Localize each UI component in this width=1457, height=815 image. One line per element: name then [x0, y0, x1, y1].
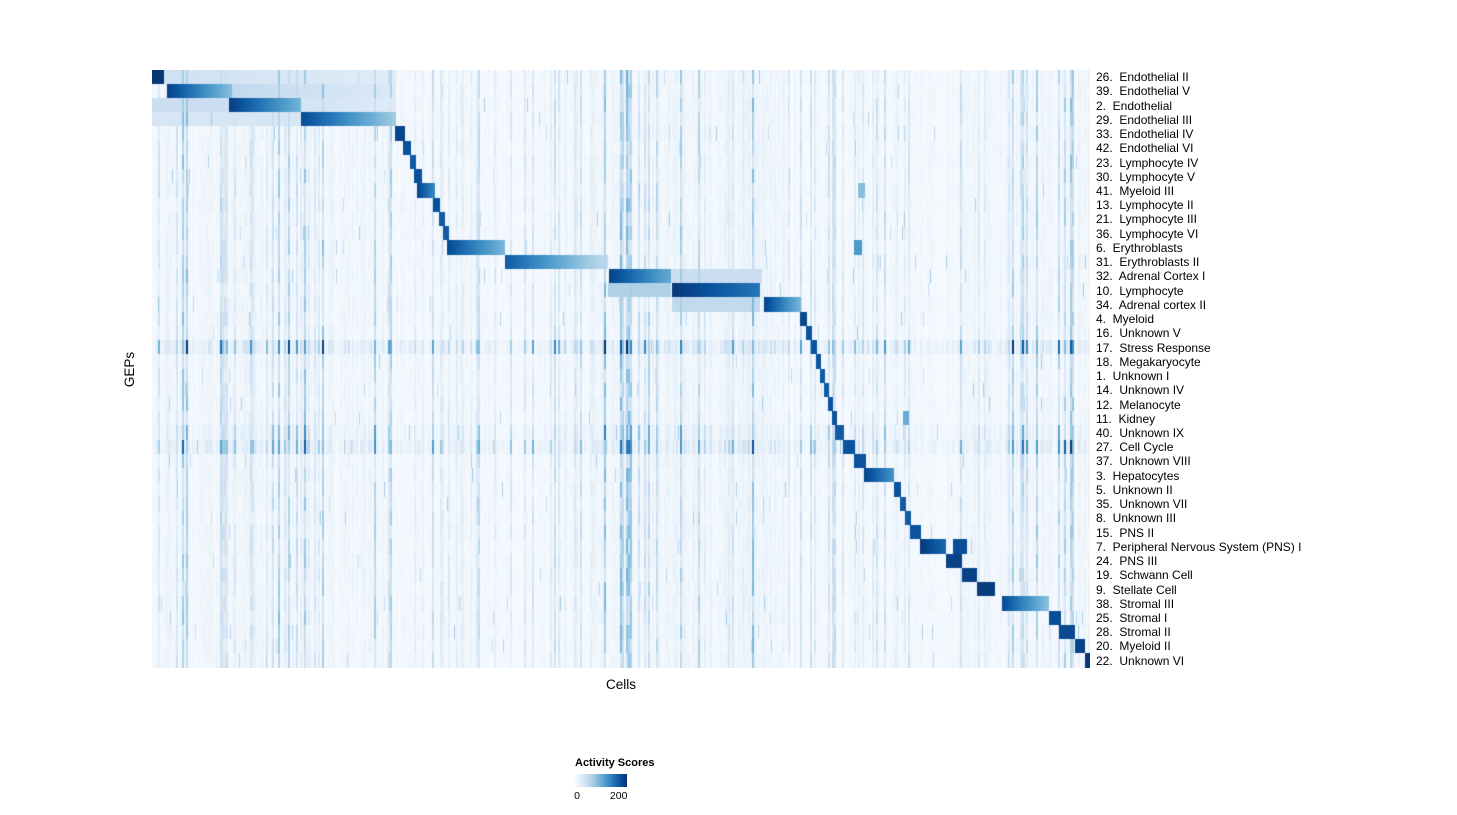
row-label: 9. Stellate Cell: [1096, 582, 1177, 597]
row-label: 19. Schwann Cell: [1096, 568, 1193, 583]
row-label: 26. Endothelial II: [1096, 70, 1189, 85]
row-label: 1. Unknown I: [1096, 369, 1170, 384]
row-label: 41. Myeloid III: [1096, 183, 1175, 198]
row-label: 20. Myeloid II: [1096, 639, 1171, 654]
row-label: 31. Erythroblasts II: [1096, 255, 1200, 270]
row-label: 24. PNS III: [1096, 554, 1158, 569]
colorbar-gradient: [575, 774, 627, 787]
row-label: 3. Hepatocytes: [1096, 468, 1180, 483]
row-label: 36. Lymphocyte VI: [1096, 226, 1199, 241]
row-label: 15. PNS II: [1096, 525, 1155, 540]
colorbar-title: Activity Scores: [575, 757, 655, 769]
row-label: 11. Kidney: [1096, 411, 1156, 426]
row-label: 33. Endothelial IV: [1096, 127, 1194, 142]
row-label: 37. Unknown VIII: [1096, 454, 1191, 469]
row-label: 13. Lymphocyte II: [1096, 198, 1194, 213]
colorbar-tick-label: 200: [609, 790, 628, 802]
colorbar-ticks: 0 200: [574, 790, 628, 802]
y-axis-label-wrap: GEPs: [118, 70, 142, 668]
row-label: 16. Unknown V: [1096, 326, 1181, 341]
row-label: 10. Lymphocyte: [1096, 283, 1184, 298]
row-label: 30. Lymphocyte V: [1096, 169, 1195, 184]
row-label: 8. Unknown III: [1096, 511, 1177, 526]
row-label: 5. Unknown II: [1096, 482, 1173, 497]
row-label: 28. Stromal II: [1096, 625, 1171, 640]
row-label: 34. Adrenal cortex II: [1096, 297, 1207, 312]
row-label: 7. Peripheral Nervous System (PNS) I: [1096, 539, 1302, 554]
row-label: 17. Stress Response: [1096, 340, 1211, 355]
y-axis-label: GEPs: [122, 351, 138, 387]
row-label: 27. Cell Cycle: [1096, 440, 1174, 455]
row-label: 22. Unknown VI: [1096, 653, 1185, 668]
row-label: 2. Endothelial: [1096, 98, 1173, 113]
colorbar-tick-label: 0: [574, 790, 580, 802]
row-label: 23. Lymphocyte IV: [1096, 155, 1199, 170]
row-label: 21. Lymphocyte III: [1096, 212, 1197, 227]
row-label: 29. Endothelial III: [1096, 112, 1193, 127]
row-labels: 26. Endothelial II 39. Endothelial V 2. En…: [1096, 70, 1456, 668]
row-label: 39. Endothelial V: [1096, 84, 1191, 99]
row-label: 14. Unknown IV: [1096, 383, 1185, 398]
row-label: 18. Megakaryocyte: [1096, 354, 1201, 369]
x-axis-label: Cells: [605, 677, 636, 692]
row-label: 32. Adrenal Cortex I: [1096, 269, 1206, 284]
row-label: 6. Erythroblasts: [1096, 240, 1183, 255]
row-label: 38. Stromal III: [1096, 596, 1175, 611]
colorbar-legend: Activity Scores 0 200: [574, 757, 715, 802]
row-label: 25. Stromal I: [1096, 611, 1168, 626]
row-label: 40. Unknown IX: [1096, 425, 1185, 440]
row-label: 42. Endothelial VI: [1096, 141, 1194, 156]
row-label: 12. Melanocyte: [1096, 397, 1181, 412]
row-label: 4. Myeloid: [1096, 312, 1155, 327]
row-label: 35. Unknown VII: [1096, 497, 1188, 512]
heatmap-canvas: [152, 70, 1090, 668]
